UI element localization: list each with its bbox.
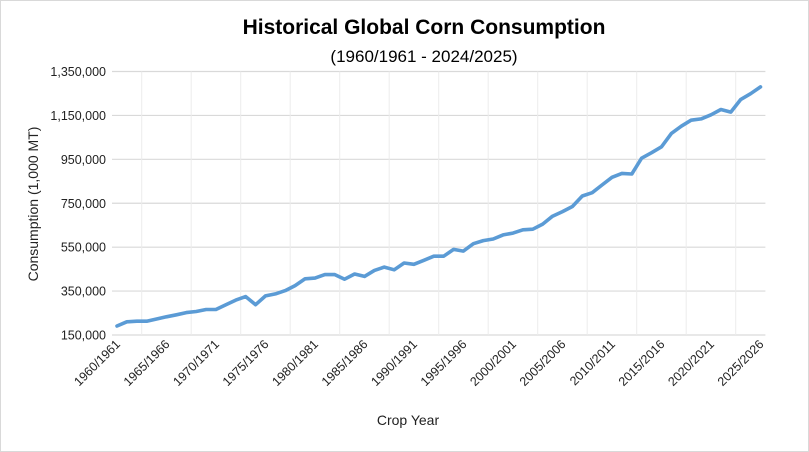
x-tick-label: 1980/1981 [269, 337, 321, 389]
y-axis-title: Consumption (1,000 MT) [25, 127, 41, 282]
y-tick-label: 150,000 [61, 329, 106, 343]
x-tick-label: 1995/1996 [418, 337, 470, 389]
y-tick-label: 350,000 [61, 285, 106, 299]
x-tick-label: 2000/2001 [467, 337, 519, 389]
x-tick-label: 1985/1986 [319, 337, 371, 389]
y-tick-label: 950,000 [61, 153, 106, 167]
x-tick-label: 1965/1966 [121, 337, 173, 389]
x-tick-label: 1975/1976 [220, 337, 272, 389]
x-tick-label: 2025/2026 [715, 337, 767, 389]
chart-subtitle: (1960/1961 - 2024/2025) [330, 47, 517, 66]
y-tick-label: 750,000 [61, 197, 106, 211]
x-tick-label: 1970/1971 [170, 337, 222, 389]
x-tick-label: 2015/2016 [616, 337, 668, 389]
y-tick-label: 550,000 [61, 241, 106, 255]
x-tick-label: 2020/2021 [665, 337, 717, 389]
x-tick-label: 2010/2011 [567, 337, 618, 388]
x-axis-title: Crop Year [377, 412, 440, 428]
x-tick-label: 2005/2006 [517, 337, 569, 389]
chart-title: Historical Global Corn Consumption [243, 16, 606, 39]
x-tick-label: 1960/1961 [71, 337, 123, 389]
y-tick-label: 1,150,000 [50, 109, 106, 123]
y-tick-label: 1,350,000 [50, 65, 106, 79]
x-tick-label: 1990/1991 [368, 337, 420, 389]
consumption-line [115, 85, 763, 328]
